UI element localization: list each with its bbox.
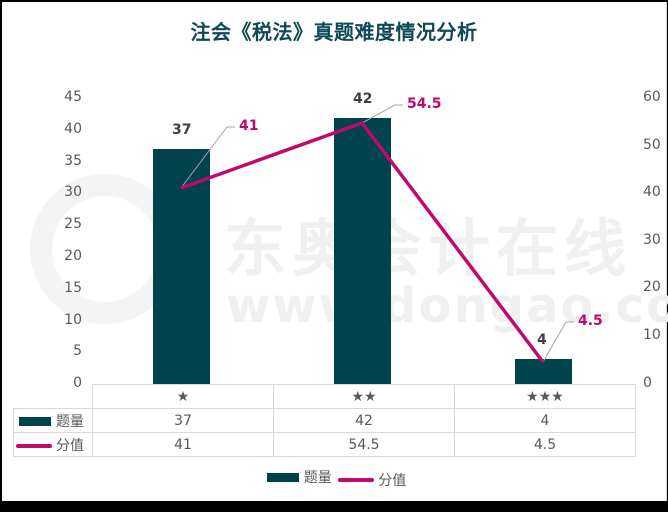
bar-legend-swatch-icon [19, 417, 51, 426]
data-table: ★ ★★ ★★★ 题量 37 42 4 分值 41 54.5 4.5 [13, 384, 636, 457]
table-row: 题量 37 42 4 [13, 408, 636, 433]
right-axis-tick: 40 [643, 184, 661, 200]
row-label: 分值 [13, 432, 93, 457]
leader-line-1 [180, 126, 235, 189]
right-axis-tick: 60 [643, 89, 661, 105]
right-axis-tick: 50 [643, 137, 661, 153]
left-axis-tick: 20 [64, 248, 82, 264]
watermark-brand: 东奥会计在线 [224, 212, 633, 285]
bar-label-3: 4 [537, 332, 547, 348]
left-axis-tick: 40 [64, 121, 82, 137]
left-axis-tick: 10 [64, 312, 82, 328]
category-cell: ★ [92, 384, 274, 409]
bar-label-1: 37 [172, 122, 192, 138]
category-cell: ★★★ [454, 384, 636, 409]
right-axis-tick: 30 [643, 232, 661, 248]
table-header-row: ★ ★★ ★★★ [14, 384, 636, 409]
table-cell: 4.5 [454, 432, 636, 457]
chart-legend: 题量 分值 [2, 467, 666, 490]
left-axis-tick: 30 [64, 184, 82, 200]
right-axis-tick: 10 [643, 327, 661, 343]
legend-item-bar[interactable]: 题量 [262, 467, 332, 487]
line-legend-swatch-icon [338, 477, 375, 482]
table-cell: 37 [92, 408, 274, 433]
line-label-2: 54.5 [407, 96, 442, 112]
row-label: 题量 [13, 408, 93, 433]
category-cell: ★★ [273, 384, 455, 409]
bar-1 [153, 149, 210, 384]
legend-item-line[interactable]: 分值 [336, 470, 406, 490]
left-axis-tick: 35 [64, 153, 82, 169]
chart-panel: 注会《税法》真题难度情况分析 东奥会计在线 www.dongao.com 45 … [2, 2, 668, 501]
right-axis-tick: 0 [643, 375, 652, 391]
leader-line-2 [361, 104, 403, 124]
bar-legend-swatch-icon [266, 472, 299, 482]
left-axis-tick: 0 [73, 375, 82, 391]
line-label-3: 4.5 [578, 313, 603, 329]
bar-label-2: 42 [353, 91, 373, 107]
table-cell: 54.5 [273, 432, 455, 457]
left-axis-tick: 25 [64, 216, 82, 232]
chart-title: 注会《税法》真题难度情况分析 [190, 20, 478, 44]
right-axis-tick: 20 [643, 279, 661, 295]
table-row: 分值 41 54.5 4.5 [13, 432, 636, 457]
watermark-url: www.dongao.com [226, 278, 668, 334]
line-label-1: 41 [239, 118, 259, 134]
leader-line-3 [542, 321, 574, 363]
plot-area [153, 104, 574, 384]
table-cell: 41 [92, 432, 274, 457]
left-axis-tick: 15 [64, 280, 82, 296]
table-cell: 4 [454, 408, 636, 433]
left-axis-tick: 45 [64, 89, 82, 105]
line-legend-swatch-icon [16, 443, 52, 448]
table-cell: 42 [273, 408, 455, 433]
bar-3 [515, 359, 572, 384]
score-line [180, 121, 545, 364]
bar-2 [334, 118, 391, 384]
left-axis-tick: 5 [73, 343, 82, 359]
